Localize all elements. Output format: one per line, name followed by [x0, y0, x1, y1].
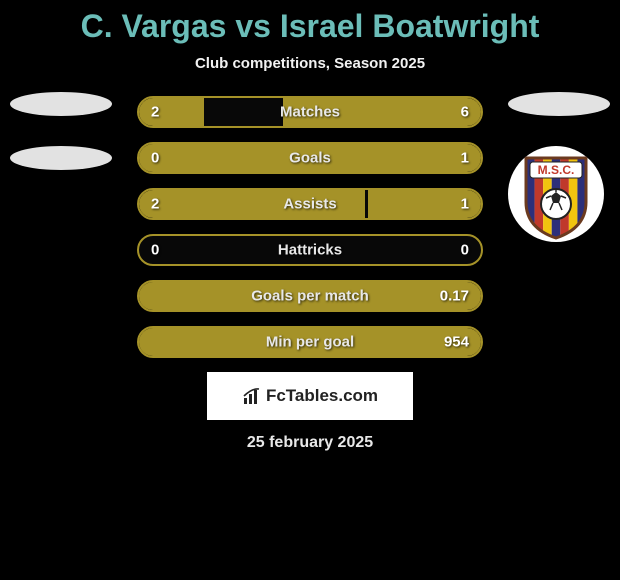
stat-row: Min per goal 954: [137, 326, 483, 358]
stat-label: Hattricks: [278, 242, 342, 259]
stat-label: Assists: [283, 196, 336, 213]
stat-rows: 2 Matches 6 0 Goals 1 2 Assists 1 0 Hattricks 0 Goal…: [137, 96, 483, 358]
stats-area: M.S.C. 2 Matches 6 0 Goals 1 2 Assists 1 0 Hattric…: [0, 96, 620, 358]
player-avatar-placeholder: [508, 92, 610, 116]
right-player-club-badge: M.S.C.: [508, 146, 604, 242]
club-badge-svg: M.S.C.: [508, 146, 604, 242]
stat-fill-left: [139, 98, 204, 126]
comparison-title: C. Vargas vs Israel Boatwright: [0, 0, 620, 45]
stat-label: Goals per match: [251, 288, 369, 305]
stat-label: Min per goal: [266, 334, 354, 351]
stat-row: 0 Goals 1: [137, 142, 483, 174]
fctables-logo-icon: [242, 386, 262, 406]
stat-value-right: 954: [444, 334, 469, 351]
comparison-date: 25 february 2025: [0, 434, 620, 452]
stat-row: 0 Hattricks 0: [137, 234, 483, 266]
branding-text: FcTables.com: [266, 386, 378, 406]
left-player-avatar-stack: [10, 92, 112, 200]
stat-value-right: 1: [461, 196, 469, 213]
stat-row: 2 Assists 1: [137, 188, 483, 220]
stat-label: Goals: [289, 150, 331, 167]
branding-banner: FcTables.com: [207, 372, 413, 420]
svg-text:M.S.C.: M.S.C.: [538, 163, 575, 177]
stat-value-left: 2: [151, 196, 159, 213]
comparison-subtitle: Club competitions, Season 2025: [0, 55, 620, 72]
stat-value-right: 0: [461, 242, 469, 259]
stat-value-left: 0: [151, 242, 159, 259]
right-player-avatar-stack: [508, 92, 610, 146]
stat-value-left: 0: [151, 150, 159, 167]
player-avatar-placeholder: [10, 92, 112, 116]
stat-value-right: 0.17: [440, 288, 469, 305]
player-avatar-placeholder: [10, 146, 112, 170]
stat-row: 2 Matches 6: [137, 96, 483, 128]
stat-value-right: 6: [461, 104, 469, 121]
stat-label: Matches: [280, 104, 340, 121]
stat-value-left: 2: [151, 104, 159, 121]
stat-row: Goals per match 0.17: [137, 280, 483, 312]
stat-value-right: 1: [461, 150, 469, 167]
